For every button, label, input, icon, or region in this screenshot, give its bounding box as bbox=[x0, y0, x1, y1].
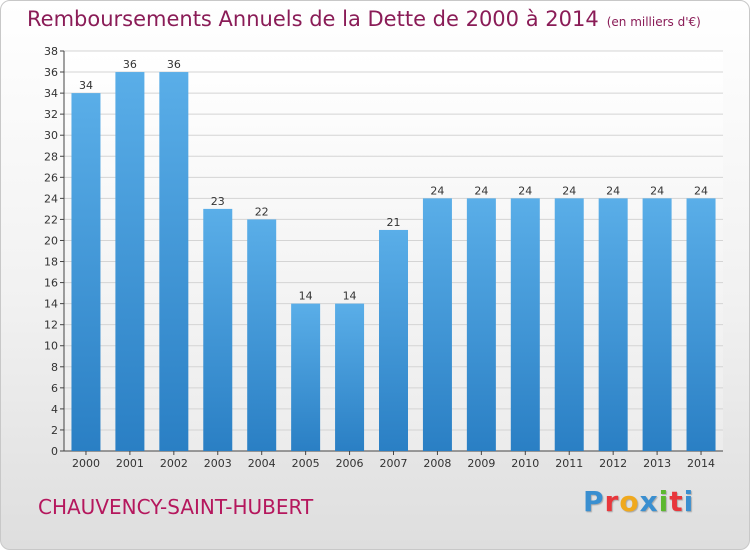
logo-letter: i bbox=[683, 485, 695, 518]
y-tick-label: 36 bbox=[44, 66, 58, 79]
bar-2014 bbox=[686, 198, 716, 451]
y-tick-label: 20 bbox=[44, 234, 58, 247]
bar-2009 bbox=[466, 198, 496, 451]
y-tick-label: 30 bbox=[44, 129, 58, 142]
data-label-2001: 36 bbox=[123, 58, 137, 71]
bar-2004 bbox=[247, 219, 277, 451]
logo-letter: t bbox=[669, 485, 684, 518]
bar-2010 bbox=[510, 198, 540, 451]
x-tick-label-2013: 2013 bbox=[643, 457, 671, 470]
x-tick-label-2006: 2006 bbox=[336, 457, 364, 470]
y-tick-label: 34 bbox=[44, 87, 58, 100]
y-tick-label: 38 bbox=[44, 45, 58, 58]
x-tick-label-2010: 2010 bbox=[511, 457, 539, 470]
data-label-2012: 24 bbox=[606, 184, 620, 197]
bar-2012 bbox=[598, 198, 628, 451]
data-label-2009: 24 bbox=[474, 184, 488, 197]
x-tick-label-2008: 2008 bbox=[423, 457, 451, 470]
data-label-2003: 23 bbox=[211, 195, 225, 208]
data-label-2000: 34 bbox=[79, 79, 93, 92]
y-tick-label: 24 bbox=[44, 192, 58, 205]
x-tick-label-2001: 2001 bbox=[116, 457, 144, 470]
unit-note: (en milliers d'€) bbox=[606, 15, 701, 29]
proxiti-logo: Proxiti bbox=[583, 485, 694, 518]
y-tick-label: 10 bbox=[44, 340, 58, 353]
chart-title-text: Remboursements Annuels de la Dette de 20… bbox=[27, 7, 599, 31]
data-label-2004: 22 bbox=[255, 205, 269, 218]
data-label-2007: 21 bbox=[387, 216, 401, 229]
data-label-2002: 36 bbox=[167, 58, 181, 71]
y-tick-label: 6 bbox=[51, 382, 58, 395]
x-tick-label-2012: 2012 bbox=[599, 457, 627, 470]
x-tick-label-2005: 2005 bbox=[292, 457, 320, 470]
data-label-2011: 24 bbox=[562, 184, 576, 197]
y-tick-label: 26 bbox=[44, 171, 58, 184]
bar-2011 bbox=[554, 198, 584, 451]
x-tick-label-2011: 2011 bbox=[555, 457, 583, 470]
bar-2006 bbox=[335, 303, 365, 451]
logo-letter: P bbox=[583, 485, 605, 518]
y-tick-label: 22 bbox=[44, 213, 58, 226]
x-tick-label-2014: 2014 bbox=[687, 457, 715, 470]
x-tick-label-2000: 2000 bbox=[72, 457, 100, 470]
bar-2003 bbox=[203, 208, 233, 451]
logo-letter: i bbox=[658, 485, 670, 518]
y-tick-label: 4 bbox=[51, 403, 58, 416]
data-label-2005: 14 bbox=[299, 290, 313, 303]
plot-area: 0246810121416182022242628303234363834200… bbox=[44, 45, 723, 470]
y-tick-label: 14 bbox=[44, 298, 58, 311]
bar-2013 bbox=[642, 198, 672, 451]
bar-2002 bbox=[159, 72, 189, 451]
bar-2000 bbox=[71, 93, 101, 452]
logo-letter: r bbox=[604, 485, 620, 518]
data-label-2006: 14 bbox=[343, 290, 357, 303]
x-tick-label-2004: 2004 bbox=[248, 457, 276, 470]
x-tick-label-2003: 2003 bbox=[204, 457, 232, 470]
y-tick-label: 2 bbox=[51, 424, 58, 437]
y-tick-label: 16 bbox=[44, 277, 58, 290]
x-tick-label-2002: 2002 bbox=[160, 457, 188, 470]
chart-title: Remboursements Annuels de la Dette de 20… bbox=[27, 7, 701, 31]
bar-2005 bbox=[291, 303, 321, 451]
y-tick-label: 32 bbox=[44, 108, 58, 121]
logo-letter: x bbox=[639, 485, 659, 518]
data-label-2014: 24 bbox=[694, 184, 708, 197]
y-tick-label: 18 bbox=[44, 256, 58, 269]
x-tick-label-2009: 2009 bbox=[467, 457, 495, 470]
y-tick-label: 28 bbox=[44, 150, 58, 163]
data-label-2010: 24 bbox=[518, 184, 532, 197]
x-tick-label-2007: 2007 bbox=[380, 457, 408, 470]
y-tick-label: 0 bbox=[51, 445, 58, 458]
data-label-2008: 24 bbox=[430, 184, 444, 197]
logo-letter: o bbox=[619, 485, 640, 518]
y-tick-label: 12 bbox=[44, 319, 58, 332]
y-tick-label: 8 bbox=[51, 361, 58, 374]
bar-2008 bbox=[422, 198, 452, 451]
data-label-2013: 24 bbox=[650, 184, 664, 197]
bar-2007 bbox=[379, 229, 408, 451]
commune-name: CHAUVENCY-SAINT-HUBERT bbox=[38, 495, 314, 519]
bar-2001 bbox=[115, 72, 145, 451]
